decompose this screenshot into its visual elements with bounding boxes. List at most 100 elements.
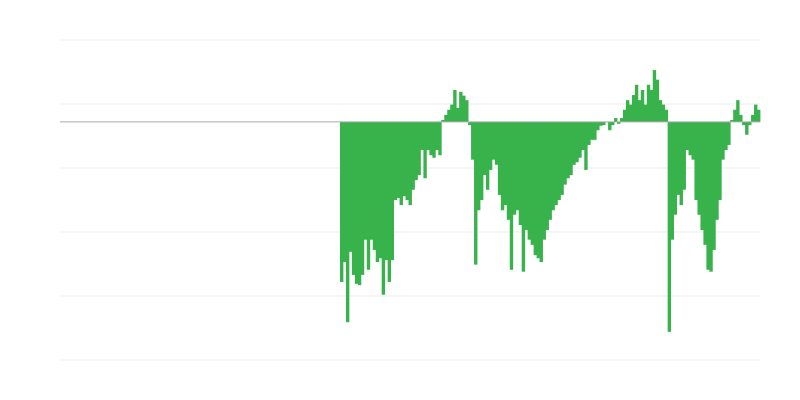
bar: [471, 121, 475, 160]
bar: [584, 121, 588, 170]
bar: [581, 121, 585, 151]
bar: [694, 121, 698, 200]
bar: [411, 121, 415, 190]
bar: [536, 121, 540, 259]
bar: [414, 121, 418, 181]
bar: [688, 121, 692, 156]
bar: [751, 114, 755, 122]
bar: [625, 100, 630, 122]
bar: [488, 121, 493, 170]
bar: [602, 121, 606, 126]
bar: [509, 121, 514, 270]
bar: [631, 95, 636, 122]
bar: [661, 104, 666, 122]
bar: [566, 121, 570, 179]
bar: [485, 121, 490, 190]
bar: [527, 121, 532, 240]
bar: [453, 89, 457, 122]
bar: [342, 121, 347, 263]
bar: [441, 120, 445, 122]
bar: [539, 121, 543, 263]
bar: [742, 121, 746, 126]
bar: [736, 100, 740, 122]
bar: [593, 121, 597, 140]
bar: [557, 121, 561, 200]
bar: [399, 121, 403, 206]
bar: [569, 121, 573, 176]
bar: [444, 114, 448, 122]
bar: [691, 121, 695, 160]
bar: [739, 114, 743, 122]
bar: [730, 120, 734, 122]
bar: [533, 121, 537, 256]
bar: [733, 109, 737, 122]
bar: [387, 121, 392, 282]
bar: [381, 121, 386, 295]
bar: [417, 121, 421, 176]
bar: [482, 121, 487, 176]
bar: [438, 121, 442, 156]
bar: [435, 121, 439, 151]
bar: [447, 109, 451, 122]
bar: [462, 95, 466, 122]
bar: [402, 121, 406, 197]
bar: [685, 121, 689, 151]
bar: [545, 121, 549, 231]
bar: [572, 121, 576, 165]
bar: [646, 84, 651, 122]
bar: [459, 91, 463, 122]
bar: [393, 121, 397, 200]
bar: [357, 121, 362, 286]
bar: [673, 121, 677, 215]
bar: [420, 121, 424, 151]
bar: [530, 121, 535, 245]
bar: [628, 104, 633, 122]
bar: [375, 121, 380, 263]
bar: [745, 121, 749, 135]
bar: [709, 121, 713, 272]
bars: [340, 70, 761, 332]
bar: [497, 121, 502, 195]
bar: [715, 121, 719, 220]
bar: [590, 121, 594, 140]
bar: [521, 121, 526, 272]
bar: [560, 121, 564, 195]
bar: [408, 121, 412, 206]
bar: [563, 121, 567, 185]
bar: [426, 121, 430, 151]
bar: [682, 121, 686, 190]
bar: [706, 121, 710, 270]
bar: [474, 121, 478, 265]
bar: [622, 109, 627, 122]
bar: [679, 121, 683, 206]
bar: [506, 121, 511, 220]
bar: [518, 121, 523, 225]
bar: [503, 121, 508, 206]
bar: [664, 109, 669, 122]
bar: [614, 118, 618, 122]
bar: [432, 121, 436, 158]
bar: [620, 118, 624, 122]
bar: [712, 121, 716, 250]
bar: [587, 121, 591, 145]
bar: [697, 121, 701, 215]
bar: [670, 121, 675, 240]
bar: [757, 109, 761, 122]
bar: [500, 121, 505, 211]
bar: [649, 89, 654, 122]
bar: [480, 121, 484, 200]
bar: [363, 121, 368, 240]
bar: [658, 100, 663, 122]
bar: [340, 121, 344, 282]
bar: [754, 104, 758, 122]
bar: [468, 121, 472, 126]
bar: [396, 121, 400, 199]
bar: [652, 70, 657, 122]
bar: [643, 104, 648, 122]
bar: [405, 121, 409, 200]
bar: [465, 100, 469, 122]
bar: [554, 121, 558, 206]
bar: [640, 89, 645, 122]
bar: [667, 121, 672, 332]
